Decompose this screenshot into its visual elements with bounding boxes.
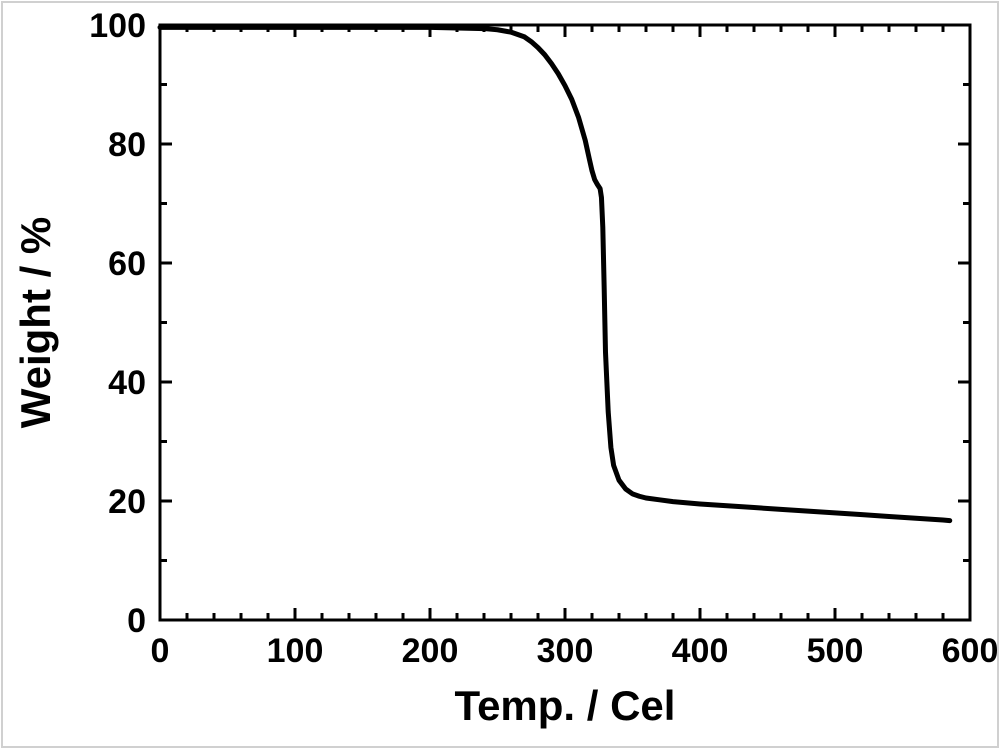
x-tick-label: 300 — [537, 632, 594, 670]
chart-svg: 0 100 200 300 400 500 600 0 20 40 60 80 100 Temp. / … — [0, 0, 1000, 749]
y-tick-label: 60 — [108, 245, 146, 283]
y-tick-label: 80 — [108, 126, 146, 164]
tga-chart: 0 100 200 300 400 500 600 0 20 40 60 80 100 Temp. / … — [0, 0, 1000, 749]
x-tick-label: 100 — [267, 632, 324, 670]
x-tick-label: 0 — [151, 632, 170, 670]
y-tick-label: 40 — [108, 364, 146, 402]
y-axis-label: Weight / % — [12, 217, 59, 429]
x-tick-label: 200 — [402, 632, 459, 670]
plot-area — [160, 25, 970, 620]
x-tick-label: 400 — [672, 632, 729, 670]
plot-frame — [160, 25, 970, 620]
x-tick-label: 600 — [942, 632, 999, 670]
x-tick-label: 500 — [807, 632, 864, 670]
y-tick-label: 20 — [108, 483, 146, 521]
y-tick-label: 100 — [89, 7, 146, 45]
x-axis-label: Temp. / Cel — [455, 682, 676, 729]
y-tick-label: 0 — [127, 602, 146, 640]
